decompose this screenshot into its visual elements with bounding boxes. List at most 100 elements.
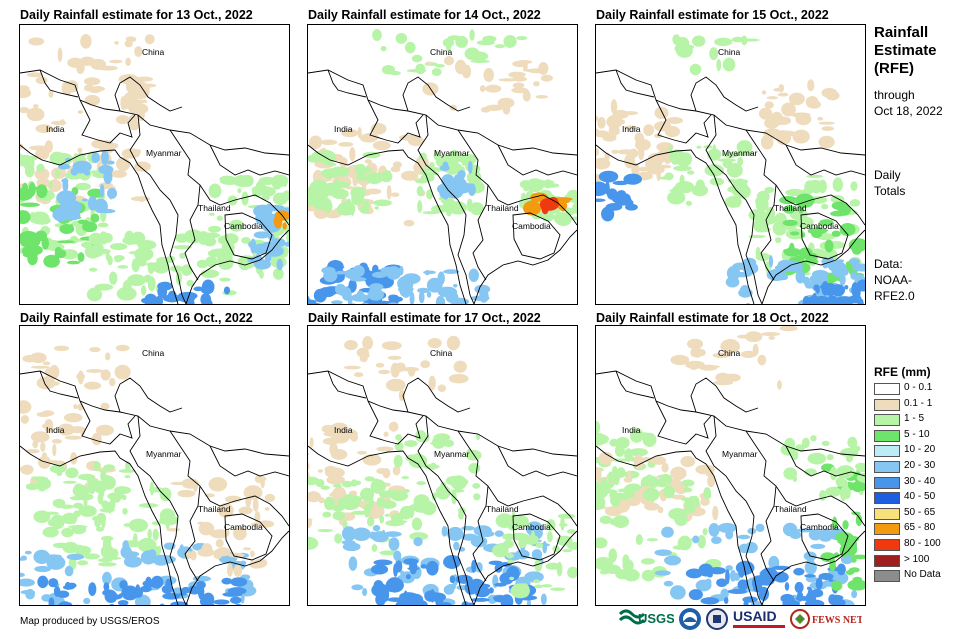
legend-swatch (874, 414, 900, 427)
rainfall-patch (50, 514, 65, 530)
rainfall-patch (404, 41, 416, 54)
rainfall-patch (415, 63, 426, 75)
rainfall-patch (409, 532, 429, 541)
rainfall-patch (449, 575, 456, 584)
rainfall-patch (444, 162, 463, 175)
rainfall-patch (726, 374, 735, 380)
country-border (402, 377, 471, 413)
rainfall-patch (553, 212, 567, 225)
rainfall-patch (557, 513, 576, 519)
rainfall-patch (633, 454, 644, 470)
rainfall-patch (542, 540, 548, 554)
rainfall-patch (685, 200, 692, 206)
rainfall-patch (127, 274, 146, 287)
rainfall-patch (170, 481, 188, 486)
rainfall-patch (20, 464, 34, 475)
rainfall-patch (625, 203, 638, 211)
rainfall-patch (101, 515, 106, 529)
rainfall-patch (443, 555, 461, 569)
rainfall-patch (836, 465, 855, 479)
rainfall-patch (331, 422, 348, 432)
rainfall-patch (212, 251, 227, 256)
rainfall-patch (74, 545, 92, 556)
rainfall-patch (794, 581, 804, 594)
rainfall-patch (512, 82, 525, 89)
rainfall-patch (528, 68, 547, 74)
rainfall-patch (801, 437, 810, 449)
rainfall-patch (785, 600, 800, 605)
rainfall-patch (560, 515, 565, 531)
rainfall-patch (220, 249, 235, 253)
rainfall-patch (360, 487, 375, 502)
rainfall-patch (362, 453, 382, 466)
rainfall-patch (810, 589, 824, 598)
country-border (512, 212, 561, 260)
rainfall-patch (63, 413, 83, 423)
rainfall-patch (308, 462, 310, 471)
rainfall-patch (130, 196, 151, 202)
rainfall-patch (821, 440, 830, 447)
rainfall-patch (91, 432, 102, 446)
rainfall-patch (208, 477, 228, 492)
rainfall-patch (91, 152, 100, 164)
rainfall-patch (752, 584, 763, 593)
rainfall-patch (451, 489, 465, 493)
rainfall-patch (469, 29, 475, 41)
rainfall-patch (370, 564, 389, 575)
rainfall-patch (217, 502, 234, 518)
rainfall-patch (541, 584, 553, 588)
rainfall-patch (466, 198, 473, 212)
legend-swatch (874, 460, 900, 473)
rainfall-patch (596, 181, 608, 197)
rainfall-patch (640, 558, 655, 565)
country-label: Myanmar (434, 148, 470, 158)
rainfall-patch (388, 294, 399, 300)
rainfall-patch (178, 592, 187, 596)
rainfall-patch (342, 542, 361, 552)
rainfall-patch (423, 270, 436, 275)
rainfall-patch (128, 518, 149, 533)
rainfall-patch (318, 287, 336, 298)
rainfall-patch (712, 352, 731, 359)
rainfall-patch (315, 478, 325, 488)
rainfall-patch (428, 375, 436, 391)
rainfall-patch (646, 474, 653, 481)
rainfall-patch (510, 532, 529, 541)
rainfall-patch (596, 421, 601, 435)
rainfall-patch (757, 354, 767, 366)
rainfall-patch (559, 197, 567, 212)
rainfall-patch (436, 183, 456, 195)
rainfall-patch (804, 259, 819, 264)
rainfall-patch (424, 590, 438, 602)
country-border (169, 430, 289, 527)
rainfall-patch (456, 186, 468, 192)
rainfall-patch (534, 584, 544, 589)
rainfall-patch (187, 585, 202, 595)
rainfall-patch (116, 286, 137, 301)
rainfall-patch (308, 452, 310, 456)
rainfall-patch (810, 435, 817, 442)
rainfall-patch (177, 489, 196, 498)
rainfall-patch (77, 110, 84, 114)
rainfall-patch (228, 219, 245, 232)
rainfall-patch (341, 526, 357, 542)
rainfall-patch (518, 539, 527, 548)
rainfall-patch (608, 548, 618, 563)
country-border (457, 430, 577, 527)
rainfall-patch (609, 438, 619, 447)
rainfall-patch (91, 139, 108, 149)
rainfall-patch (601, 206, 615, 222)
rainfall-patch (447, 35, 462, 41)
rainfall-patch (324, 467, 345, 479)
rainfall-patch (831, 230, 841, 237)
rainfall-patch (308, 299, 317, 304)
rainfall-patch (445, 475, 463, 486)
rainfall-patch (276, 258, 283, 271)
rainfall-patch (705, 469, 714, 477)
rainfall-patch (364, 476, 375, 482)
rainfall-patch (614, 444, 625, 457)
country-border (655, 99, 712, 144)
rainfall-patch (540, 593, 547, 605)
rainfall-patch (723, 151, 739, 158)
rainfall-patch (628, 148, 639, 159)
